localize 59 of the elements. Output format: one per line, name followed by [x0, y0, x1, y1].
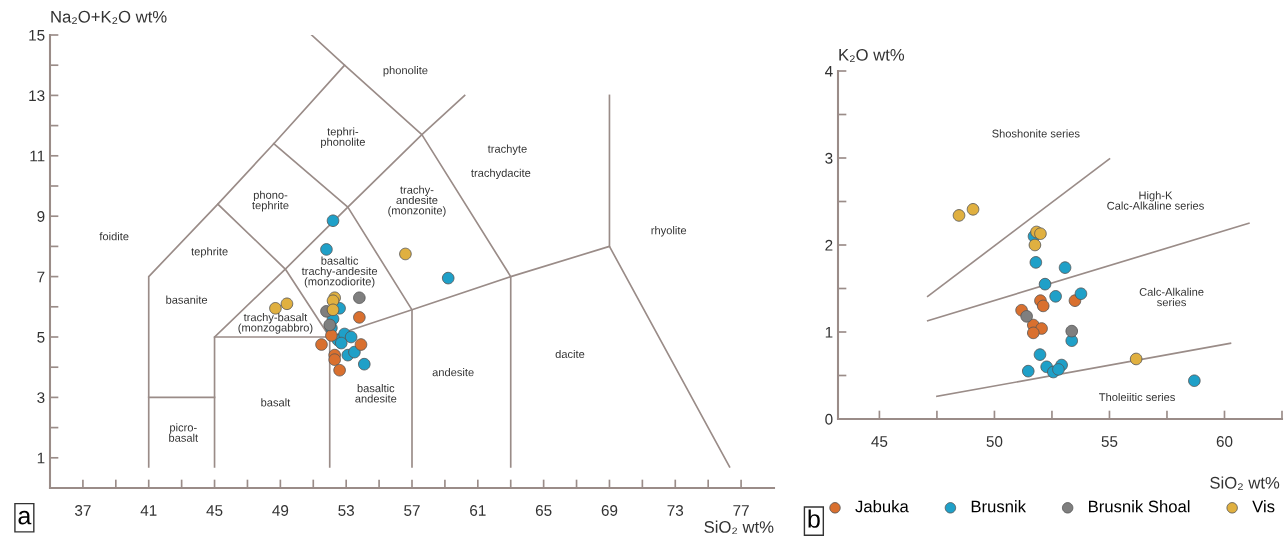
- annotation: tephri- phonolite: [321, 127, 365, 149]
- legend-label: Jabuka: [855, 500, 909, 513]
- x-tick-label: 69: [601, 505, 618, 516]
- annotation: Calc-Alkaline series: [1139, 287, 1204, 307]
- annotation: tephrite: [191, 247, 228, 258]
- y-tick-label: 15: [29, 30, 45, 41]
- x-tick-label: 45: [871, 436, 888, 447]
- annotation: phono- tephrite: [252, 190, 289, 212]
- x-axis-title: SiO₂ wt%: [704, 520, 774, 535]
- y-tick-label: 9: [37, 211, 45, 222]
- x-tick-label: 60: [1216, 436, 1233, 447]
- x-tick-label: 61: [470, 505, 486, 516]
- y-axis-title: Na₂O+K₂O wt%: [51, 10, 167, 24]
- x-axis-title: SiO₂ wt%: [1210, 476, 1280, 490]
- x-tick-label: 41: [140, 505, 157, 516]
- annotation: andesite: [432, 368, 474, 377]
- y-tick-label: 2: [825, 239, 833, 251]
- x-tick-label: 55: [1101, 436, 1118, 447]
- text: a: [18, 510, 32, 525]
- annotation: rhyolite: [651, 226, 687, 237]
- x-tick-label: 73: [667, 505, 684, 516]
- x-tick-label: 77: [733, 505, 749, 516]
- annotation: Tholeiitic series: [1099, 392, 1175, 402]
- y-tick-label: 13: [29, 90, 45, 102]
- legend-label: Brusnik Shoal: [1089, 500, 1190, 513]
- x-tick-label: 37: [75, 505, 91, 516]
- x-tick-label: 45: [206, 505, 223, 516]
- annotation: trachyte: [487, 144, 527, 155]
- annotation: trachydacite: [471, 168, 531, 180]
- annotation: basanite: [166, 295, 208, 304]
- annotation: basaltic trachy-andesite (monzodiorite): [301, 256, 378, 288]
- text: b: [808, 509, 820, 528]
- x-tick-label: 49: [272, 505, 289, 516]
- annotation: basalt: [261, 398, 291, 407]
- y-axis-title: K₂O wt%: [839, 48, 905, 63]
- y-tick-label: 1: [37, 452, 45, 464]
- y-tick-label: 4: [824, 66, 833, 77]
- legend-label: Brusnik: [971, 500, 1027, 513]
- y-tick-label: 5: [37, 332, 45, 343]
- annotation: basaltic andesite: [355, 384, 397, 403]
- annotation: trachy-basalt (monzogabbro): [238, 313, 313, 334]
- x-tick-label: 57: [404, 505, 420, 516]
- y-tick-label: 3: [37, 392, 45, 404]
- annotation: Shoshonite series: [992, 129, 1080, 138]
- y-tick-label: 11: [30, 150, 45, 162]
- y-tick-label: 0: [825, 413, 833, 425]
- y-tick-label: 1: [825, 327, 833, 338]
- legend-label: Vis: [1252, 500, 1275, 513]
- y-tick-label: 7: [37, 271, 45, 283]
- annotation: trachy- andesite (monzonite): [388, 185, 446, 217]
- annotation: High-K Calc-Alkaline series: [1107, 191, 1204, 210]
- annotation: dacite: [555, 349, 585, 359]
- x-tick-label: 65: [535, 505, 552, 516]
- annotation: foidite: [99, 232, 129, 241]
- annotation: picro- basalt: [169, 423, 199, 442]
- annotation: phonolite: [383, 66, 428, 77]
- x-tick-label: 50: [986, 436, 1003, 447]
- y-tick-label: 3: [825, 152, 833, 164]
- x-tick-label: 53: [338, 505, 355, 516]
